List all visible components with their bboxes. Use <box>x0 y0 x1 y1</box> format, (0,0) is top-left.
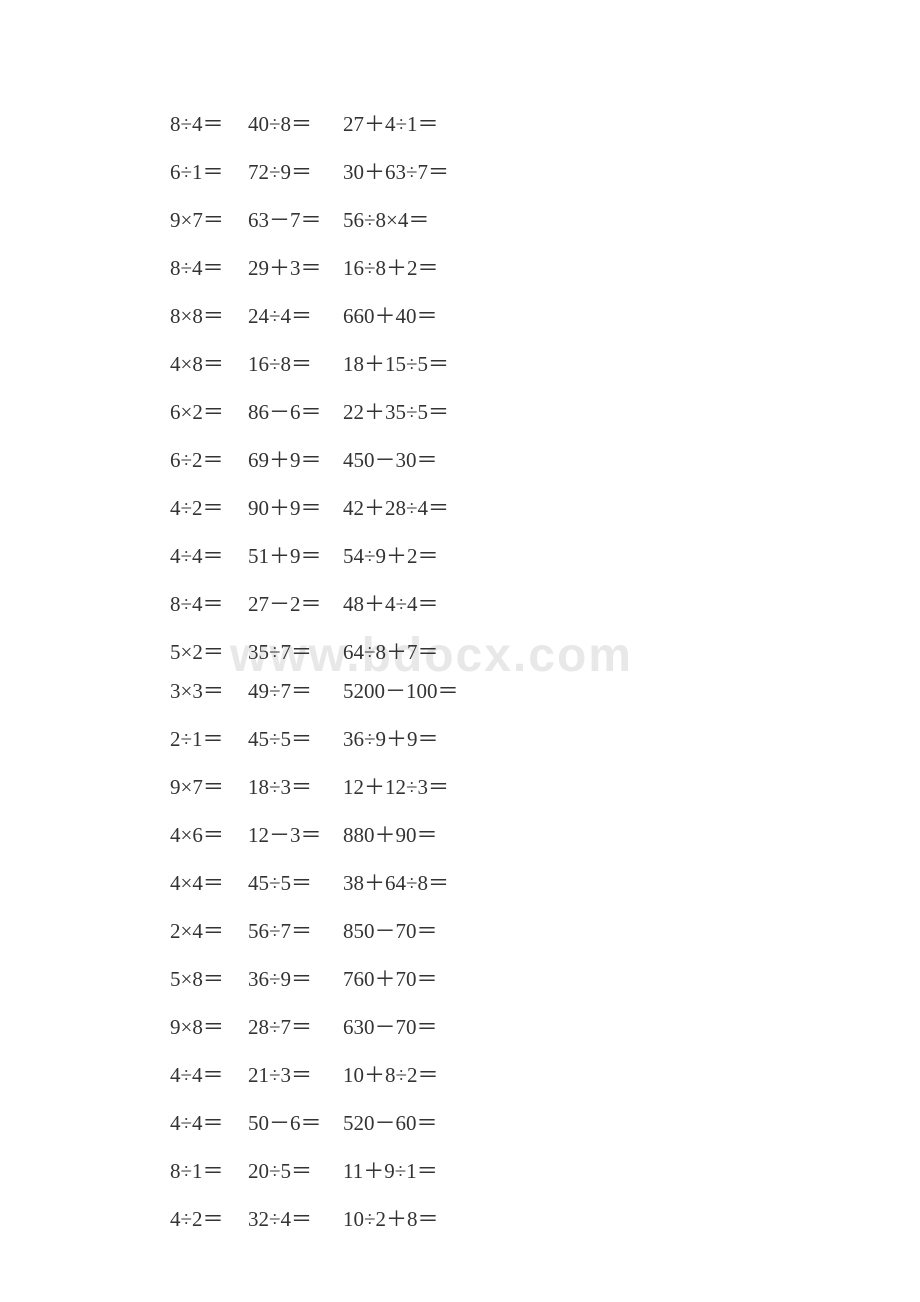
problem-cell: 86－6＝ <box>248 396 343 426</box>
problem-cell: 6×2＝ <box>170 396 248 426</box>
problem-cell: 12－3＝ <box>248 819 343 849</box>
problem-cell: 18＋15÷5＝ <box>343 348 449 378</box>
problem-cell: 4÷4＝ <box>170 540 248 570</box>
problem-cell: 20÷5＝ <box>248 1155 343 1185</box>
problem-cell: 9×7＝ <box>170 771 248 801</box>
problem-cell: 28÷7＝ <box>248 1011 343 1041</box>
problem-cell: 36÷9＋9＝ <box>343 723 439 753</box>
problem-cell: 2×4＝ <box>170 915 248 945</box>
table-row: 4×6＝ 12－3＝ 880＋90＝ <box>170 819 459 846</box>
problem-cell: 29＋3＝ <box>248 252 343 282</box>
problem-cell: 32÷4＝ <box>248 1203 343 1233</box>
problem-cell: 4÷2＝ <box>170 492 248 522</box>
problem-cell: 11＋9÷1＝ <box>343 1155 438 1185</box>
problem-cell: 49÷7＝ <box>248 675 343 705</box>
problem-cell: 520－60＝ <box>343 1107 438 1137</box>
table-row: 9×7＝ 63－7＝ 56÷8×4＝ <box>170 204 459 231</box>
problem-cell: 50－6＝ <box>248 1107 343 1137</box>
table-row: 8÷4＝ 40÷8＝ 27＋4÷1＝ <box>170 108 459 135</box>
problem-cell: 63－7＝ <box>248 204 343 234</box>
problem-cell: 6÷2＝ <box>170 444 248 474</box>
table-row: 8÷4＝ 27－2＝ 48＋4÷4＝ <box>170 588 459 615</box>
table-row: 2÷1＝ 45÷5＝ 36÷9＋9＝ <box>170 723 459 750</box>
problem-cell: 4×8＝ <box>170 348 248 378</box>
table-row: 6÷1＝ 72÷9＝ 30＋63÷7＝ <box>170 156 459 183</box>
problem-cell: 56÷7＝ <box>248 915 343 945</box>
problem-cell: 760＋70＝ <box>343 963 438 993</box>
problem-cell: 450－30＝ <box>343 444 438 474</box>
problem-cell: 48＋4÷4＝ <box>343 588 439 618</box>
table-row: 5×2＝ 35÷7＝ 64÷8＋7＝ <box>170 636 459 663</box>
table-row: 4÷4＝ 50－6＝ 520－60＝ <box>170 1107 459 1134</box>
problem-cell: 9×8＝ <box>170 1011 248 1041</box>
problem-cell: 8÷4＝ <box>170 588 248 618</box>
problem-cell: 4÷4＝ <box>170 1107 248 1137</box>
problem-cell: 22＋35÷5＝ <box>343 396 449 426</box>
problem-cell: 64÷8＋7＝ <box>343 636 439 666</box>
table-row: 4×4＝ 45÷5＝ 38＋64÷8＝ <box>170 867 459 894</box>
problem-cell: 5×8＝ <box>170 963 248 993</box>
table-row: 4×8＝ 16÷8＝ 18＋15÷5＝ <box>170 348 459 375</box>
problem-cell: 8÷4＝ <box>170 252 248 282</box>
problem-cell: 2÷1＝ <box>170 723 248 753</box>
problem-cell: 27＋4÷1＝ <box>343 108 439 138</box>
table-row: 3×3＝ 49÷7＝ 5200－100＝ <box>170 675 459 702</box>
problem-cell: 16÷8＝ <box>248 348 343 378</box>
table-row: 4÷4＝ 21÷3＝ 10＋8÷2＝ <box>170 1059 459 1086</box>
table-row: 6÷2＝ 69＋9＝ 450－30＝ <box>170 444 459 471</box>
problem-cell: 16÷8＋2＝ <box>343 252 439 282</box>
problem-cell: 72÷9＝ <box>248 156 343 186</box>
problem-cell: 5200－100＝ <box>343 675 459 705</box>
problem-cell: 850－70＝ <box>343 915 438 945</box>
problem-cell: 38＋64÷8＝ <box>343 867 449 897</box>
problem-cell: 12＋12÷3＝ <box>343 771 449 801</box>
problem-cell: 42＋28÷4＝ <box>343 492 449 522</box>
problem-cell: 36÷9＝ <box>248 963 343 993</box>
problem-cell: 35÷7＝ <box>248 636 343 666</box>
table-row: 2×4＝ 56÷7＝ 850－70＝ <box>170 915 459 942</box>
table-row: 8×8＝ 24÷4＝ 660＋40＝ <box>170 300 459 327</box>
problem-cell: 630－70＝ <box>343 1011 438 1041</box>
table-row: 4÷4＝ 51＋9＝ 54÷9＋2＝ <box>170 540 459 567</box>
problem-cell: 18÷3＝ <box>248 771 343 801</box>
problem-cell: 660＋40＝ <box>343 300 438 330</box>
problem-cell: 4÷4＝ <box>170 1059 248 1089</box>
problem-cell: 27－2＝ <box>248 588 343 618</box>
problem-cell: 45÷5＝ <box>248 867 343 897</box>
table-row: 9×7＝ 18÷3＝ 12＋12÷3＝ <box>170 771 459 798</box>
problem-cell: 5×2＝ <box>170 636 248 666</box>
problem-cell: 45÷5＝ <box>248 723 343 753</box>
problem-cell: 4×4＝ <box>170 867 248 897</box>
math-problems-table: 8÷4＝ 40÷8＝ 27＋4÷1＝ 6÷1＝ 72÷9＝ 30＋63÷7＝ 9… <box>170 108 459 1251</box>
problem-cell: 90＋9＝ <box>248 492 343 522</box>
problem-cell: 4÷2＝ <box>170 1203 248 1233</box>
problem-cell: 10÷2＋8＝ <box>343 1203 439 1233</box>
table-row: 8÷1＝ 20÷5＝ 11＋9÷1＝ <box>170 1155 459 1182</box>
problem-cell: 4×6＝ <box>170 819 248 849</box>
problem-cell: 54÷9＋2＝ <box>343 540 439 570</box>
problem-cell: 8×8＝ <box>170 300 248 330</box>
problem-cell: 40÷8＝ <box>248 108 343 138</box>
problem-cell: 9×7＝ <box>170 204 248 234</box>
problem-cell: 8÷1＝ <box>170 1155 248 1185</box>
table-row: 4÷2＝ 90＋9＝ 42＋28÷4＝ <box>170 492 459 519</box>
problem-cell: 880＋90＝ <box>343 819 438 849</box>
table-row: 5×8＝ 36÷9＝ 760＋70＝ <box>170 963 459 990</box>
problem-cell: 21÷3＝ <box>248 1059 343 1089</box>
problem-cell: 56÷8×4＝ <box>343 204 429 234</box>
table-row: 8÷4＝ 29＋3＝ 16÷8＋2＝ <box>170 252 459 279</box>
problem-cell: 30＋63÷7＝ <box>343 156 449 186</box>
problem-cell: 8÷4＝ <box>170 108 248 138</box>
problem-cell: 3×3＝ <box>170 675 248 705</box>
problem-cell: 10＋8÷2＝ <box>343 1059 439 1089</box>
table-row: 4÷2＝ 32÷4＝ 10÷2＋8＝ <box>170 1203 459 1230</box>
table-row: 6×2＝ 86－6＝ 22＋35÷5＝ <box>170 396 459 423</box>
problem-cell: 51＋9＝ <box>248 540 343 570</box>
problem-cell: 6÷1＝ <box>170 156 248 186</box>
table-row: 9×8＝ 28÷7＝ 630－70＝ <box>170 1011 459 1038</box>
problem-cell: 24÷4＝ <box>248 300 343 330</box>
problem-cell: 69＋9＝ <box>248 444 343 474</box>
